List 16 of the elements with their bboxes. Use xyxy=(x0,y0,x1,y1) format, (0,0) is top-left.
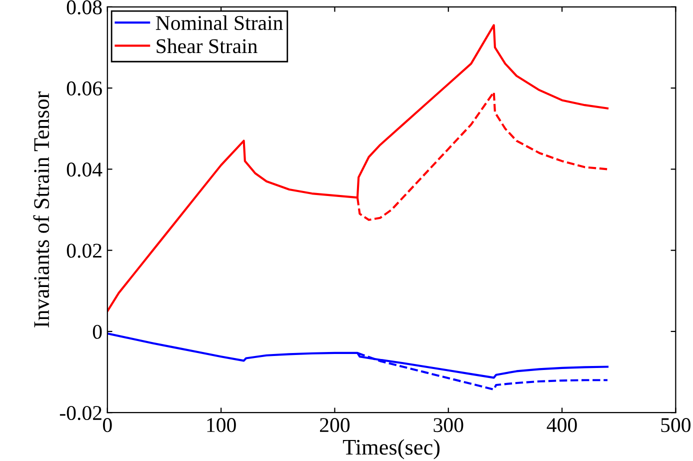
x-tick-label: 300 xyxy=(434,418,464,432)
y-tick-label: 0.06 xyxy=(66,81,102,96)
y-tick-label: 0.02 xyxy=(66,244,102,258)
legend-label: Nominal Strain xyxy=(156,15,283,30)
x-tick-label: 0 xyxy=(103,418,112,432)
y-tick-label: 0.04 xyxy=(66,162,102,177)
legend-label: Shear Strain xyxy=(156,38,258,54)
x-axis-title: Times(sec) xyxy=(342,439,440,460)
x-tick-label: 200 xyxy=(320,418,350,432)
y-tick-label: 0 xyxy=(92,324,102,339)
x-tick-label: 100 xyxy=(207,418,236,432)
y-tick-label: -0.02 xyxy=(60,406,102,420)
y-tick-label: 0.08 xyxy=(66,0,102,14)
x-tick-label: 400 xyxy=(546,418,577,432)
y-axis-title: Invariants of Strain Tensor xyxy=(33,92,50,328)
x-tick-label: 500 xyxy=(661,418,691,432)
